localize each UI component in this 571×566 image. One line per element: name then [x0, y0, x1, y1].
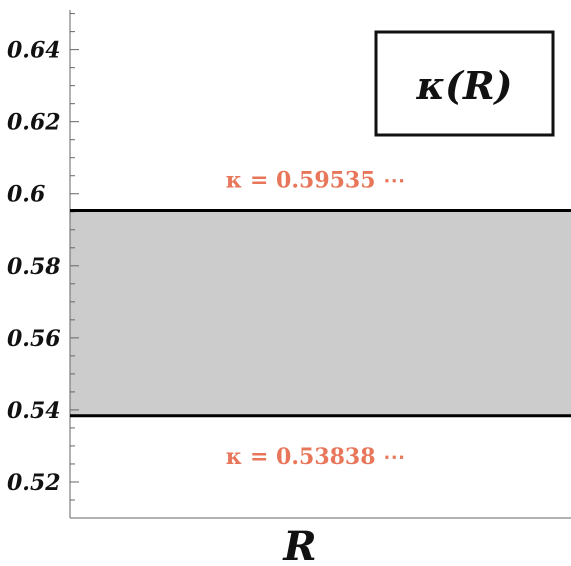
y-axis-tick-labels: 0.52 0.54 0.56 0.58 0.6 0.62 0.64 [7, 38, 61, 496]
legend-box: κ(R) [374, 30, 555, 137]
band-layer [70, 210, 571, 416]
y-tick-label: 0.6 [7, 182, 45, 208]
annotations: κ = 0.59535 ⋯ κ = 0.53838 ⋯ [226, 167, 405, 469]
y-tick-label: 0.56 [7, 326, 61, 352]
line-annotation: κ = 0.59535 ⋯ [226, 167, 405, 193]
y-tick-label: 0.52 [7, 470, 61, 496]
y-tick-label: 0.64 [7, 38, 61, 64]
shaded-band [70, 210, 571, 416]
y-tick-label: 0.58 [7, 254, 61, 280]
x-axis-title: R [282, 523, 316, 566]
y-axis-ticks [70, 13, 79, 519]
y-tick-label: 0.62 [7, 110, 61, 136]
legend-frame [374, 30, 555, 137]
reference-lines [70, 208, 571, 418]
chart-title: κ(R) [415, 63, 512, 108]
line-annotation: κ = 0.53838 ⋯ [226, 444, 405, 470]
y-tick-label: 0.54 [7, 398, 61, 424]
